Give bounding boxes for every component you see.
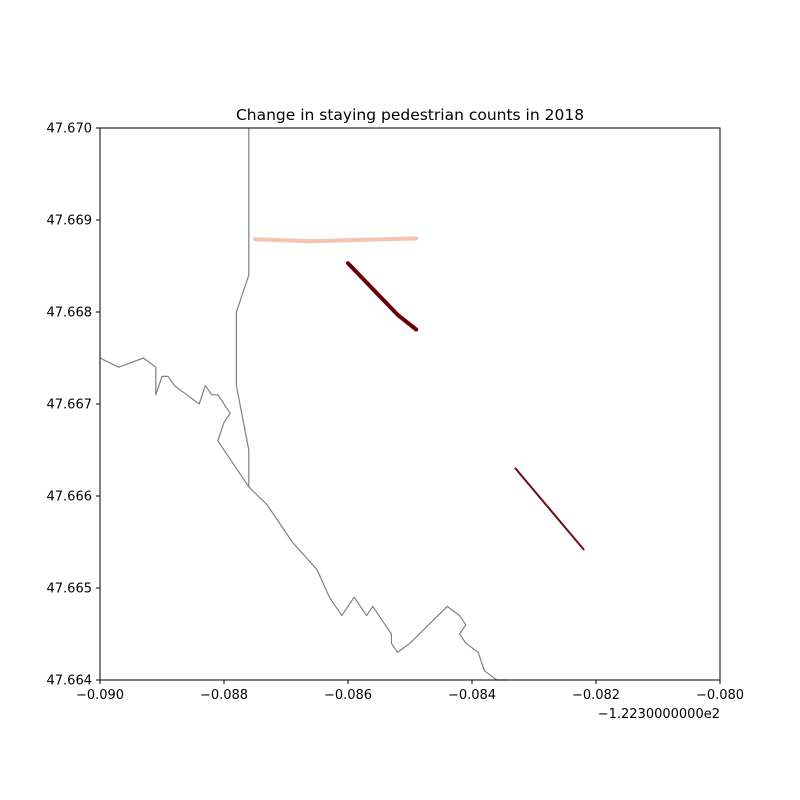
x-offset-label: −1.2230000000e2 (598, 707, 720, 722)
plot-area (99, 127, 721, 681)
y-tick-label: 47.666 (47, 490, 93, 505)
x-tick-label: −0.086 (324, 688, 372, 703)
axes-background (100, 128, 720, 680)
boundary-line-1 (235, 128, 250, 487)
x-tick-label: −0.080 (696, 688, 744, 703)
pedestrian-segment-2 (346, 261, 419, 332)
y-tick-label: 47.665 (47, 582, 93, 597)
chart-title: Change in staying pedestrian counts in 2… (236, 106, 584, 124)
x-tick-label: −0.084 (448, 688, 496, 703)
x-tick-label: −0.090 (76, 688, 124, 703)
x-tick-label: −0.088 (200, 688, 248, 703)
y-axis: 47.664 47.665 47.666 47.667 47.668 47.669 47.6… (47, 122, 100, 689)
pedestrian-segment-3 (514, 467, 585, 551)
y-tick-label: 47.667 (47, 398, 93, 413)
x-axis: −0.090 −0.088 −0.086 −0.084 −0.082 −0.080 (76, 680, 744, 703)
segment-layer (253, 236, 585, 551)
x-tick-label: −0.082 (572, 688, 620, 703)
boundary-layer (99, 128, 510, 681)
y-tick-label: 47.670 (47, 122, 93, 137)
y-tick-label: 47.664 (47, 674, 93, 689)
boundary-line-2 (99, 357, 510, 681)
y-tick-label: 47.669 (47, 214, 93, 229)
y-tick-label: 47.668 (47, 306, 93, 321)
pedestrian-segment-1 (253, 236, 419, 244)
